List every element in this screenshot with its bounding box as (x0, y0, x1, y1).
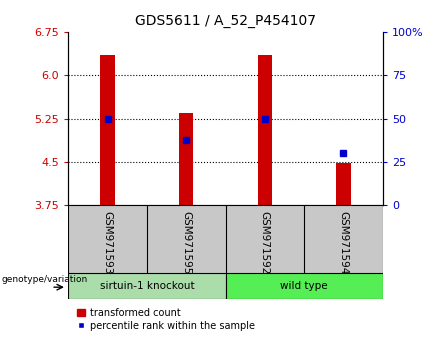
Text: genotype/variation: genotype/variation (1, 275, 88, 284)
Bar (179, 113, 193, 205)
Bar (68, 273, 226, 299)
Text: GSM971593: GSM971593 (103, 211, 113, 274)
Legend: transformed count, percentile rank within the sample: transformed count, percentile rank withi… (73, 304, 258, 335)
Bar (337, 163, 351, 205)
Text: wild type: wild type (280, 281, 328, 291)
Bar (100, 55, 114, 205)
Bar (258, 55, 272, 205)
Text: sirtuin-1 knockout: sirtuin-1 knockout (99, 281, 194, 291)
Title: GDS5611 / A_52_P454107: GDS5611 / A_52_P454107 (135, 14, 316, 28)
Text: GSM971595: GSM971595 (181, 211, 191, 274)
Text: GSM971592: GSM971592 (260, 211, 270, 274)
Text: GSM971594: GSM971594 (338, 211, 348, 274)
Bar (226, 273, 383, 299)
